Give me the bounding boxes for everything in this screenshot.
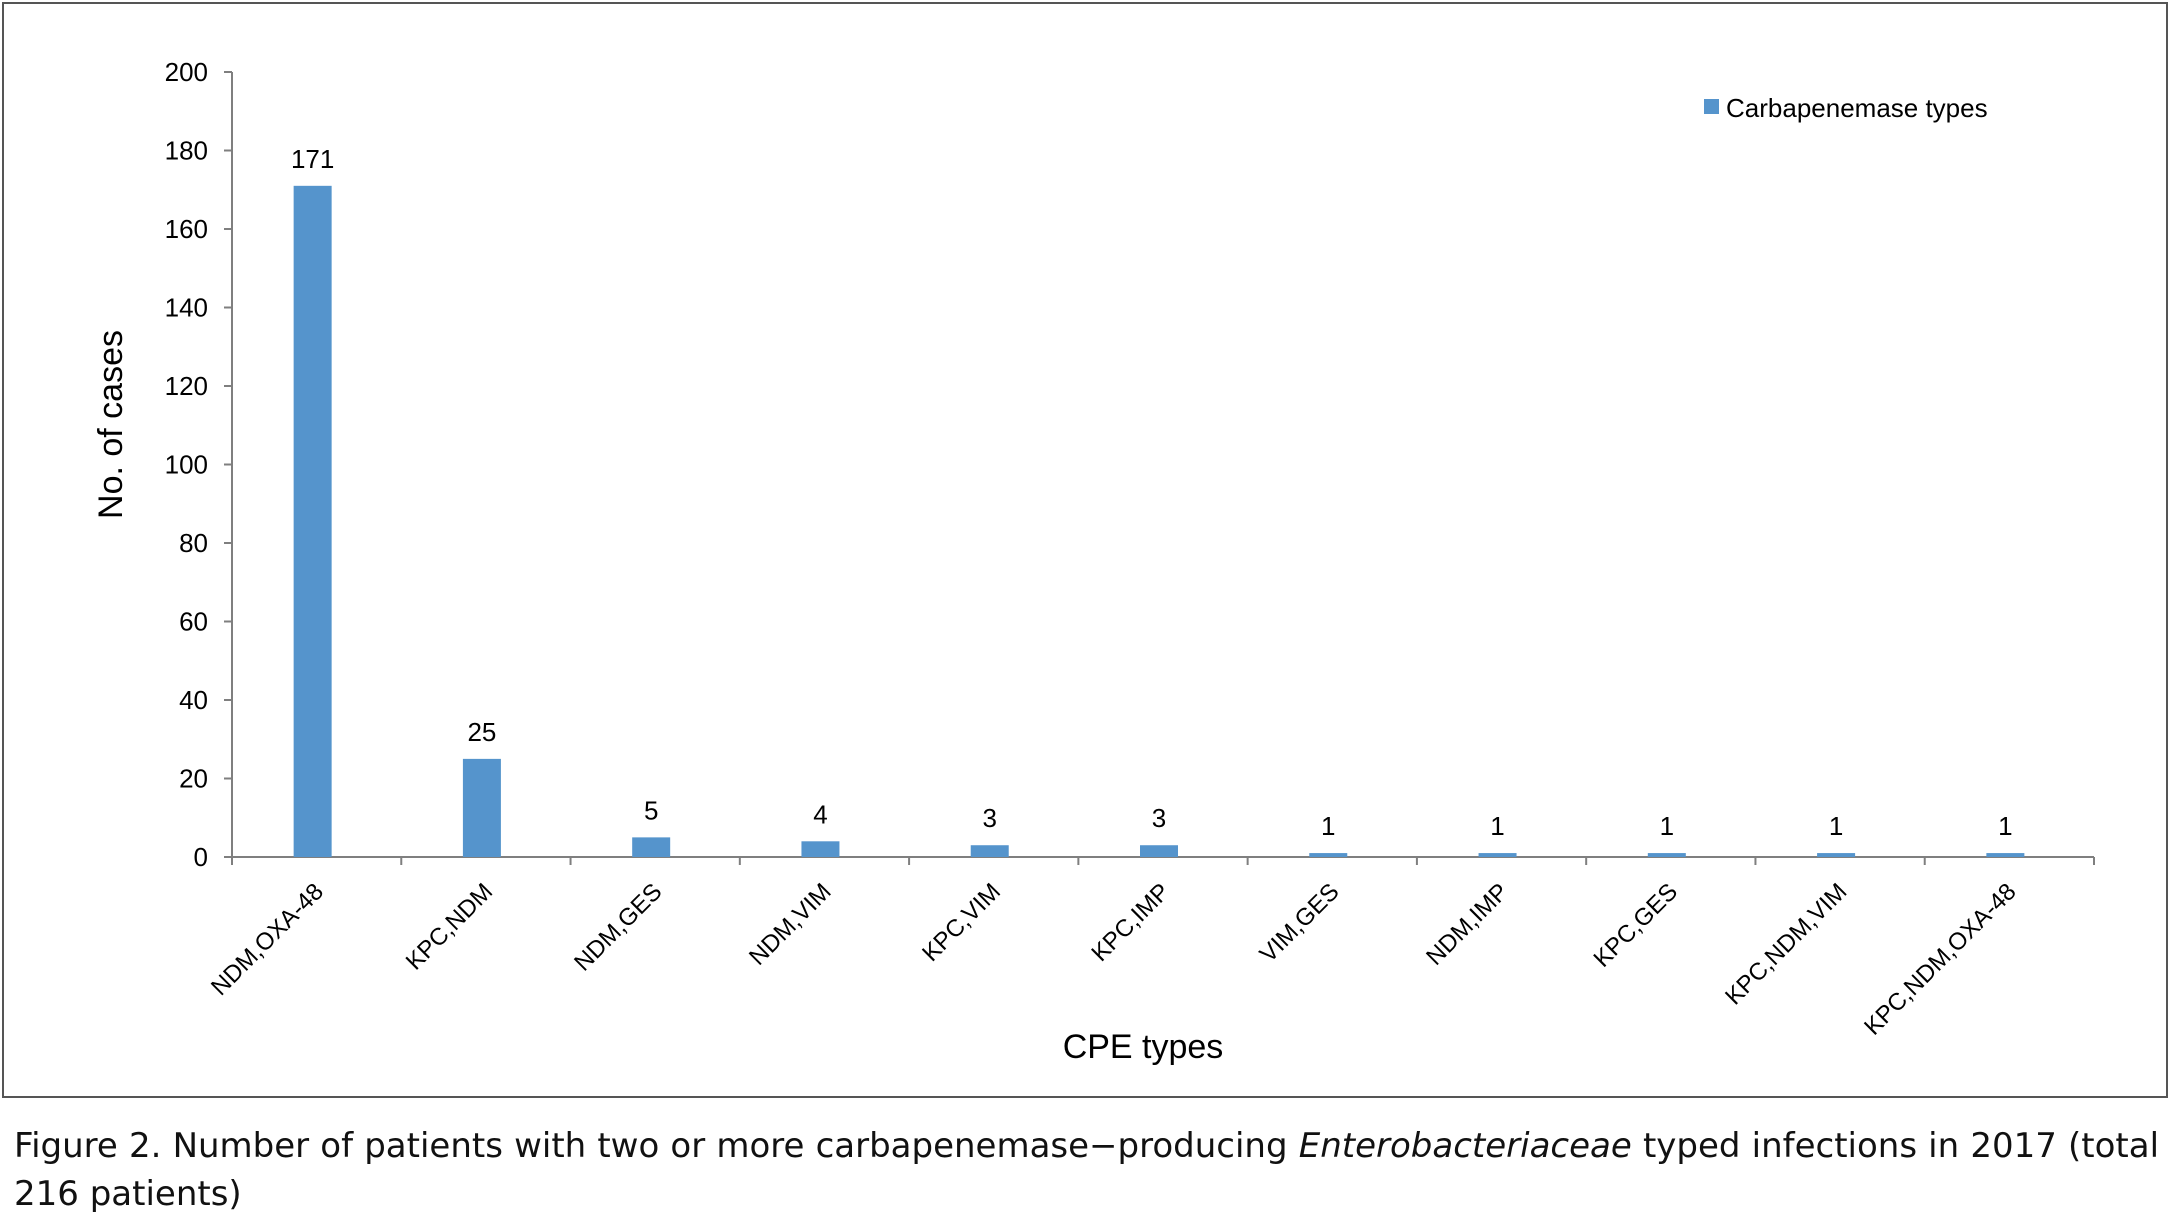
- caption-text-before: Number of patients with two or more carb…: [172, 1126, 1288, 1166]
- bar: [801, 841, 840, 857]
- data-label: 1: [1321, 811, 1335, 841]
- bar: [1478, 853, 1517, 857]
- bar: [1986, 853, 2025, 857]
- x-tick-label: KPC,IMP: [1086, 878, 1175, 967]
- data-label: 4: [813, 799, 827, 829]
- legend-swatch: [1704, 99, 1719, 114]
- figure-frame: 0 20 40 60 80 100 120 140 160 180 200 No. of cases 1…: [2, 2, 2168, 1098]
- y-tick-label: 80: [179, 528, 208, 558]
- y-tick-label: 0: [194, 842, 208, 872]
- data-label: 5: [644, 795, 658, 825]
- bar: [1309, 853, 1348, 857]
- x-tick-label: NDM,OXA-48: [206, 878, 329, 1001]
- x-tick-label: VIM,GES: [1255, 878, 1345, 968]
- y-axis-title: No. of cases: [92, 330, 130, 519]
- data-label: 1: [1490, 811, 1504, 841]
- data-label: 25: [467, 717, 496, 747]
- x-tick-label: NDM,IMP: [1421, 878, 1514, 971]
- data-label: 1: [1829, 811, 1843, 841]
- data-label: 1: [1660, 811, 1674, 841]
- x-tick-label: KPC,NDM: [401, 878, 498, 975]
- y-tick-label: 40: [179, 685, 208, 715]
- x-tick-label: KPC,NDM,VIM: [1720, 878, 1852, 1010]
- data-label: 1: [1998, 811, 2012, 841]
- bar: [1817, 853, 1856, 857]
- y-tick-label: 120: [165, 371, 208, 401]
- bar: [293, 185, 332, 857]
- bar: [462, 758, 501, 857]
- x-tick-label: KPC,NDM,OXA-48: [1859, 878, 2021, 1040]
- caption-italic: Enterobacteriaceae: [1298, 1126, 1632, 1166]
- figure-caption: Figure 2. Number of patients with two or…: [14, 1122, 2159, 1218]
- bar: [1647, 853, 1686, 857]
- y-tick-label: 100: [165, 450, 208, 480]
- y-tick-label: 180: [165, 136, 208, 166]
- y-tick-label: 60: [179, 607, 208, 637]
- y-tick-label: 20: [179, 764, 208, 794]
- x-tick-label: NDM,VIM: [744, 878, 837, 971]
- bar: [970, 845, 1009, 857]
- x-tick-label: KPC,VIM: [917, 878, 1006, 967]
- legend-label: Carbapenemase types: [1726, 93, 1988, 123]
- bar: [632, 837, 671, 857]
- x-tick-label: KPC,GES: [1589, 878, 1684, 973]
- caption-text-after: typed infections in 2017 (total 216 pati…: [14, 1126, 2160, 1214]
- y-tick-label: 140: [165, 293, 208, 323]
- y-tick-label: 200: [165, 57, 208, 87]
- caption-label: Figure 2.: [14, 1126, 162, 1166]
- data-label: 171: [291, 144, 334, 174]
- x-tick-label: NDM,GES: [569, 878, 667, 976]
- data-label: 3: [982, 803, 996, 833]
- data-label: 3: [1152, 803, 1166, 833]
- x-axis-title: CPE types: [1063, 1028, 1224, 1066]
- bar: [1140, 845, 1178, 857]
- y-tick-label: 160: [165, 214, 208, 244]
- bar-chart: 0 20 40 60 80 100 120 140 160 180 200 No. of cases 1…: [92, 57, 2095, 1066]
